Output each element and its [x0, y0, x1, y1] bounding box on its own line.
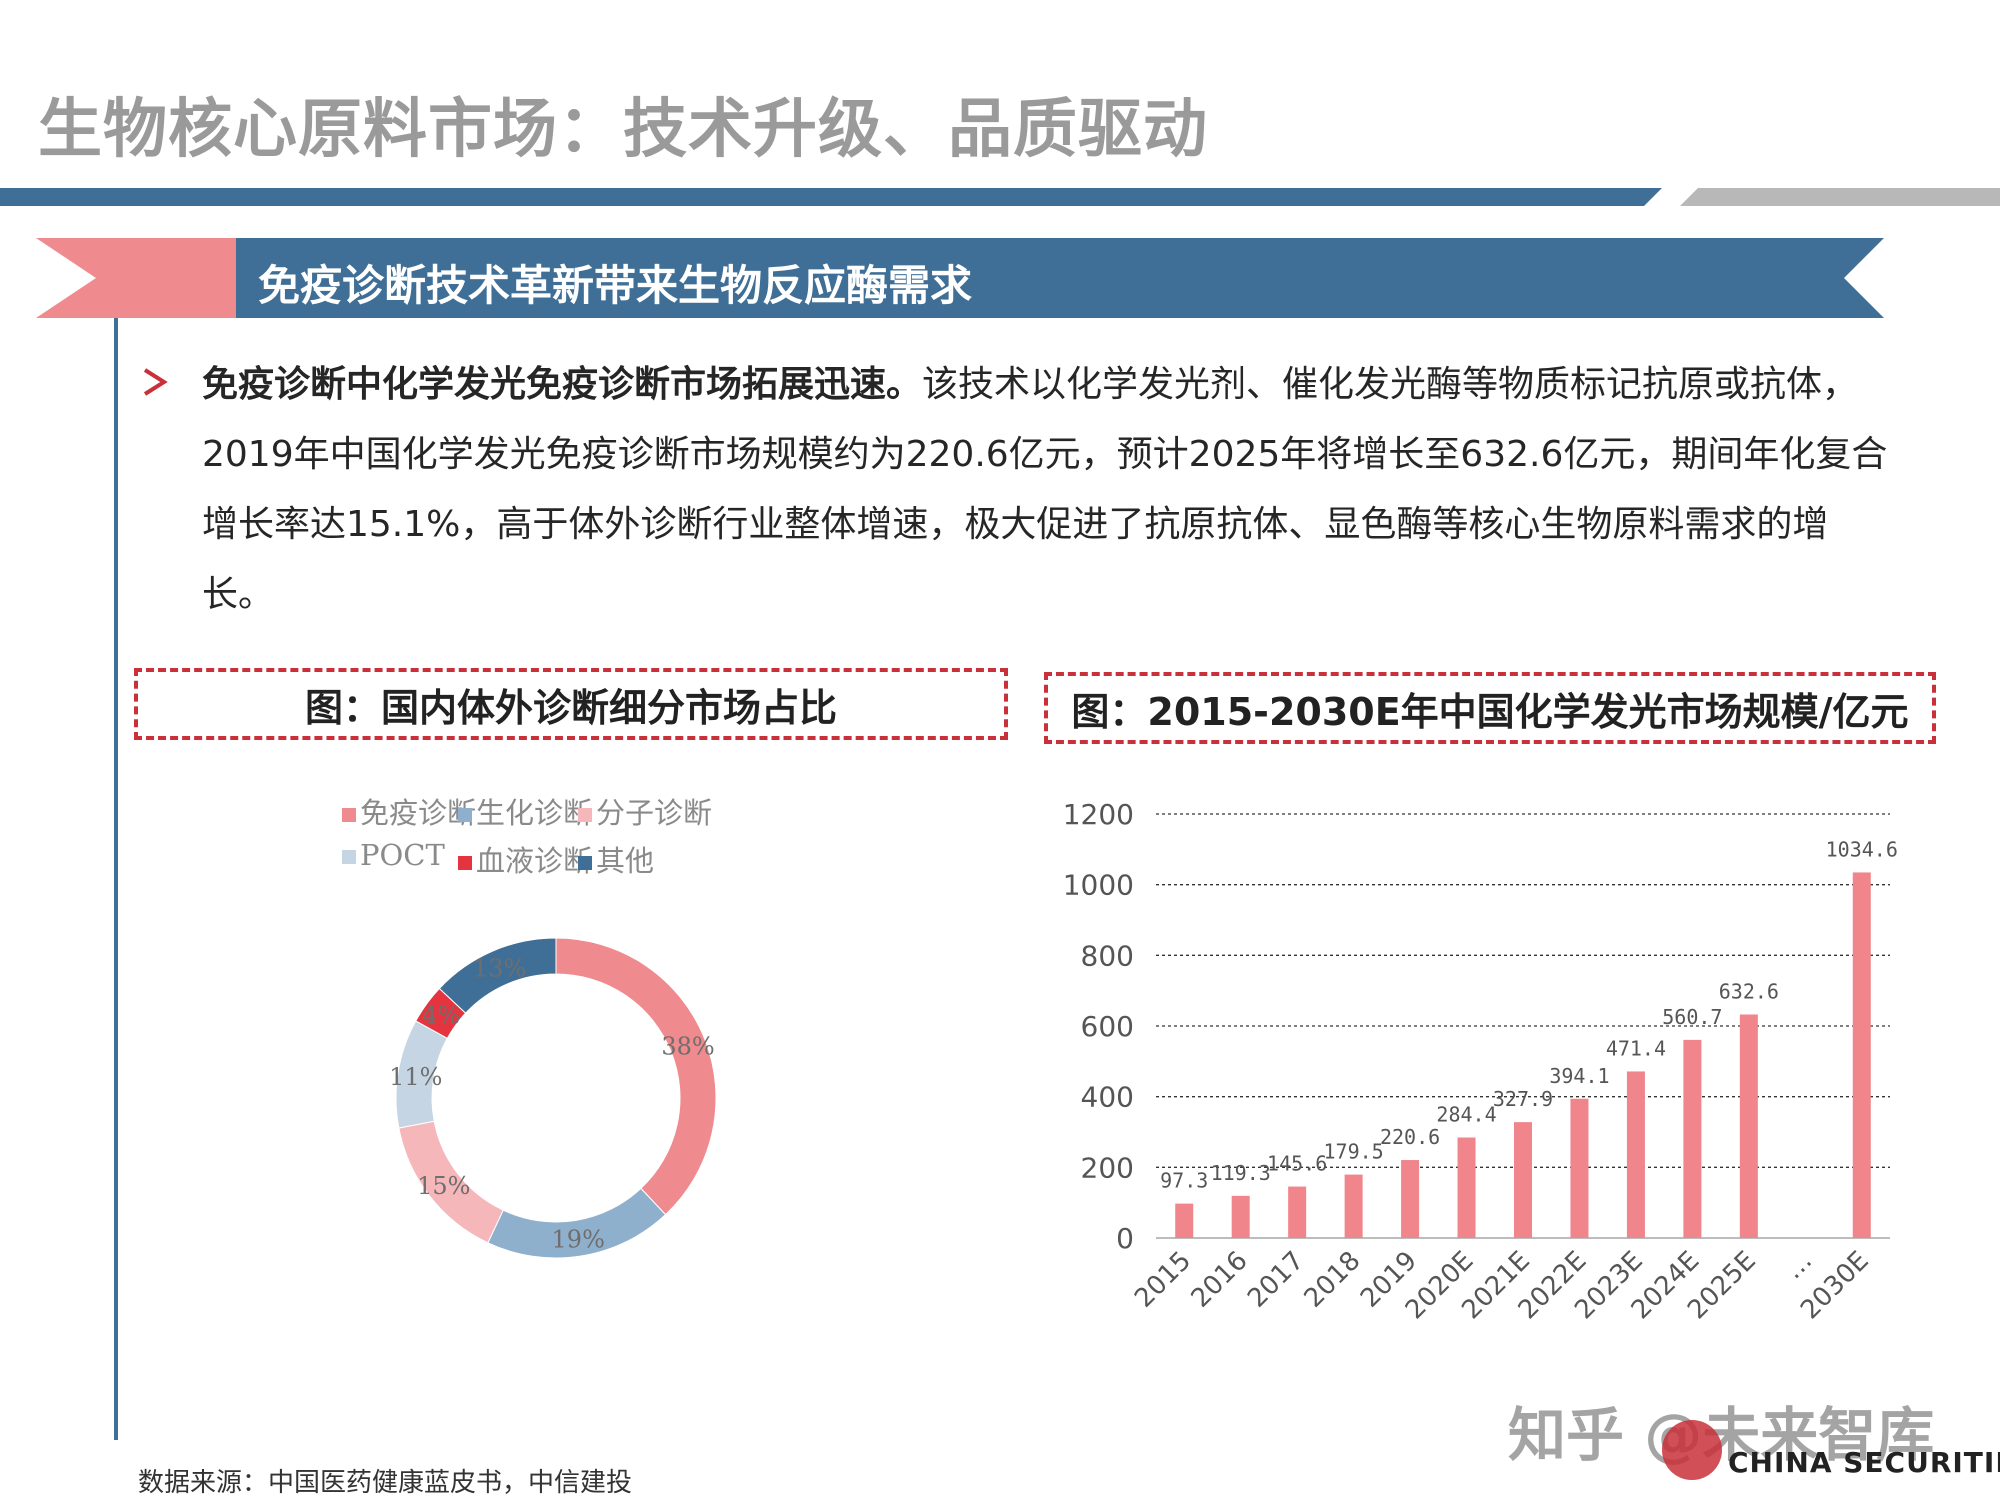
bar [1570, 1098, 1589, 1238]
legend-label: 分子诊断 [596, 796, 713, 830]
donut-slice-label: 38% [661, 1033, 714, 1061]
bar-data-label: 97.3 [1160, 1169, 1208, 1193]
bar-data-label: 327.9 [1493, 1087, 1553, 1111]
section-banner-title: 免疫诊断技术革新带来生物反应酶需求 [258, 261, 973, 310]
legend-label: 血液诊断 [476, 844, 593, 878]
donut-slice-label: 19% [552, 1225, 605, 1253]
bar [1401, 1160, 1420, 1238]
bar-data-label: 394.1 [1549, 1064, 1609, 1088]
left-vertical-rule [114, 318, 118, 1440]
bar-data-label: 179.5 [1324, 1140, 1384, 1164]
bar [1231, 1195, 1250, 1238]
bar [1288, 1186, 1307, 1238]
donut-chart: 免疫诊断 生化诊断 分子诊断 POCT 血液诊断 其他 38% 19% 15% 11% 4% 13% [320, 780, 820, 1300]
donut-slice-label: 13% [473, 955, 526, 983]
company-logo-text: CHINA SECURITIES [1728, 1446, 2000, 1479]
bullet-paragraph: 免疫诊断中化学发光免疫诊断市场拓展迅速。该技术以化学发光剂、催化发光酶等物质标记… [202, 350, 1892, 630]
bar [1626, 1071, 1645, 1238]
title-rule [0, 188, 1662, 206]
bar-data-label: 284.4 [1436, 1103, 1496, 1127]
legend-item: 生化诊断 [458, 790, 592, 832]
x-tick-label: 2016 [1186, 1246, 1254, 1314]
banner-blue-bar [236, 238, 1884, 318]
y-tick-label: 1200 [1063, 798, 1134, 831]
donut-slice-label: 4% [422, 1002, 460, 1030]
bar-chart: 0 200 400 600 800 1000 1200 97.3 2015 119.3 2016 14… [1063, 798, 1898, 1325]
donut-slice [438, 937, 557, 1014]
legend-label: 免疫诊断 [360, 796, 477, 830]
x-tick-label: 2015 [1129, 1246, 1197, 1314]
legend-swatch [458, 856, 472, 870]
y-tick-label: 400 [1081, 1081, 1134, 1114]
bar [1852, 872, 1871, 1238]
legend-item: 分子诊断 [578, 790, 712, 832]
paragraph-body: 该技术以化学发光剂、催化发光酶等物质标记抗原或抗体，2019年中国化学发光免疫诊… [202, 364, 1888, 615]
data-source-note: 数据来源：中国医药健康蓝皮书，中信建投 [138, 1468, 633, 1498]
legend-label: 生化诊断 [476, 796, 593, 830]
bar [1739, 1014, 1758, 1238]
y-tick-label: 600 [1081, 1010, 1134, 1043]
donut-svg: 38% 19% 15% 11% 4% 13% [389, 937, 717, 1259]
banner-pink-tab [36, 238, 246, 318]
bar-data-label: 471.4 [1606, 1036, 1666, 1060]
legend-label: POCT [360, 838, 445, 872]
bar [1683, 1039, 1702, 1238]
bar [1514, 1122, 1532, 1238]
bar-data-label: 145.6 [1267, 1152, 1327, 1176]
legend-swatch [458, 808, 472, 822]
bar [1175, 1203, 1194, 1238]
bar-data-label: 220.6 [1380, 1125, 1440, 1149]
bar-data-label: 632.6 [1719, 979, 1779, 1003]
x-tick-label: 2018 [1299, 1246, 1367, 1314]
legend-item: POCT [342, 838, 445, 872]
title-rule-stub [1680, 188, 2000, 206]
donut-slice [555, 937, 717, 1216]
legend-item: 其他 [578, 838, 654, 880]
figure-caption-right: 图：2015-2030E年中国化学发光市场规模/亿元 [1044, 672, 1936, 744]
company-logo-icon [1662, 1420, 1722, 1480]
bullet-arrow-icon [143, 368, 168, 396]
donut-slice-label: 15% [417, 1172, 470, 1200]
y-tick-label: 800 [1081, 939, 1134, 972]
bar [1457, 1137, 1476, 1238]
legend-swatch [342, 850, 356, 864]
y-tick-label: 0 [1116, 1222, 1134, 1255]
x-tick-label: 2017 [1242, 1246, 1310, 1314]
y-tick-label: 200 [1081, 1151, 1134, 1184]
legend-swatch [342, 808, 356, 822]
bar-data-label: 560.7 [1662, 1005, 1722, 1029]
x-tick-label: … [1779, 1246, 1819, 1286]
y-tick-label: 1000 [1063, 869, 1134, 902]
legend-item: 血液诊断 [458, 838, 592, 880]
legend-item: 免疫诊断 [342, 790, 476, 832]
paragraph-lead: 免疫诊断中化学发光免疫诊断市场拓展迅速。 [202, 364, 923, 405]
watermark: 知乎 @未来智库 [1508, 1401, 1935, 1469]
legend-swatch [578, 808, 592, 822]
bar-data-label: 1034.6 [1826, 837, 1898, 861]
bar-data-label: 119.3 [1211, 1161, 1271, 1185]
legend-label: 其他 [596, 844, 655, 878]
donut-slice-label: 11% [389, 1063, 442, 1091]
bar [1344, 1174, 1363, 1238]
legend-swatch [578, 856, 592, 870]
page-title: 生物核心原料市场：技术升级、品质驱动 [38, 93, 1208, 167]
figure-caption-left: 图：国内体外诊断细分市场占比 [134, 668, 1008, 740]
